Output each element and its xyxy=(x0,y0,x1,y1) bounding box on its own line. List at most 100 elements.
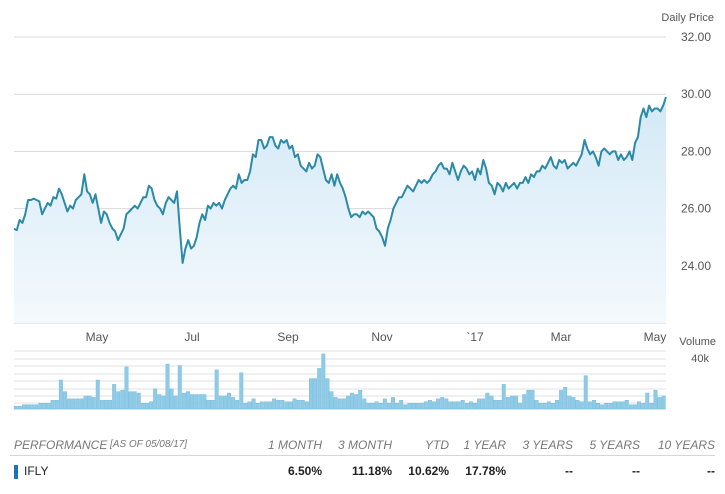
volume-bar xyxy=(362,398,367,410)
volume-bar xyxy=(448,401,453,410)
volume-bar xyxy=(567,395,572,410)
volume-bar xyxy=(526,389,531,410)
volume-bar xyxy=(341,398,346,410)
performance-row-ifly[interactable]: IFLY 6.50% 11.18% 10.62% 17.78% -- -- -- xyxy=(0,464,725,482)
volume-bar xyxy=(411,403,416,410)
volume-bar xyxy=(559,389,564,410)
volume-bar xyxy=(436,398,441,410)
volume-y-tick-label: 40k xyxy=(691,353,709,365)
x-tick-label: Jul xyxy=(184,330,199,344)
volume-bar xyxy=(34,404,39,410)
value-ytd: 10.62% xyxy=(408,464,449,478)
volume-bar xyxy=(538,403,543,410)
volume-bar xyxy=(247,401,252,410)
volume-bar xyxy=(202,394,207,410)
volume-bar xyxy=(542,403,547,410)
volume-bar xyxy=(177,365,182,410)
volume-bar xyxy=(145,403,149,410)
volume-bar xyxy=(505,397,510,410)
volume-bar xyxy=(309,378,313,410)
volume-bar xyxy=(477,398,482,410)
volume-bar xyxy=(329,391,334,410)
volume-axis-title: Volume xyxy=(679,336,716,348)
price-y-tick-label: 30.00 xyxy=(681,87,711,101)
volume-bar xyxy=(259,401,264,410)
performance-as-of: [AS OF 05/08/17] xyxy=(110,439,188,450)
volume-bar xyxy=(518,403,523,410)
volume-bar xyxy=(522,394,527,410)
value-1-month: 6.50% xyxy=(287,464,322,478)
volume-bar xyxy=(481,398,486,410)
volume-bar xyxy=(210,400,215,410)
volume-bar xyxy=(632,404,637,410)
volume-bar xyxy=(120,389,125,410)
volume-bar xyxy=(231,397,236,410)
price-area-layer xyxy=(13,96,667,323)
volume-bar xyxy=(325,378,330,410)
volume-bar xyxy=(280,400,285,410)
col-header-1-year: 1 YEAR xyxy=(463,438,506,452)
volume-bar xyxy=(104,400,108,410)
volume-bar xyxy=(354,394,359,410)
volume-bar xyxy=(300,400,305,410)
volume-bar xyxy=(296,400,301,410)
volume-bar xyxy=(452,401,457,410)
volume-bar xyxy=(214,369,219,410)
volume-bar xyxy=(79,398,84,410)
volume-bar xyxy=(17,405,22,410)
volume-bar xyxy=(87,395,92,410)
col-header-1-month: 1 MONTH xyxy=(268,438,322,452)
volume-bar xyxy=(313,378,318,410)
volume-bar xyxy=(374,401,379,410)
price-volume-chart: 24.00 26.00 28.00 30.00 32.00 Daily Price Ma… xyxy=(13,12,716,410)
volume-bars xyxy=(13,353,666,410)
value-3-month: 11.18% xyxy=(351,464,392,478)
volume-bar xyxy=(222,395,227,410)
volume-bar xyxy=(637,401,641,410)
volume-bar xyxy=(198,394,203,410)
x-tick-label: `17 xyxy=(466,330,484,344)
volume-bar xyxy=(263,401,268,410)
volume-bar xyxy=(181,392,186,410)
col-header-3-years: 3 YEARS xyxy=(522,438,573,452)
volume-bar xyxy=(403,404,408,410)
volume-bar xyxy=(83,395,88,410)
volume-bar xyxy=(91,397,96,410)
volume-bar xyxy=(485,392,490,410)
volume-bar xyxy=(26,404,30,410)
volume-bar xyxy=(161,395,166,410)
performance-label: PERFORMANCE xyxy=(14,438,108,452)
volume-bar xyxy=(22,404,26,410)
volume-bar xyxy=(350,392,354,410)
volume-bar xyxy=(206,400,211,410)
volume-bar xyxy=(50,400,55,410)
value-5-years: -- xyxy=(632,464,640,478)
volume-bar xyxy=(596,403,600,410)
volume-bar xyxy=(378,403,383,410)
volume-bar xyxy=(612,401,617,410)
volume-bar xyxy=(71,398,76,410)
price-y-tick-label: 26.00 xyxy=(681,202,711,216)
volume-bar xyxy=(489,395,494,410)
volume-bar xyxy=(468,401,473,410)
x-tick-label: Sep xyxy=(277,330,299,344)
performance-divider xyxy=(10,455,715,456)
volume-bar xyxy=(444,398,449,410)
price-area-fill xyxy=(14,97,666,323)
volume-bar xyxy=(661,395,666,410)
volume-bar xyxy=(358,389,363,410)
volume-bar xyxy=(116,391,121,410)
volume-bar xyxy=(497,400,502,410)
volume-bar xyxy=(186,391,190,410)
col-header-10-years: 10 YEARS xyxy=(657,438,715,452)
volume-bar xyxy=(239,372,244,410)
volume-bar xyxy=(333,397,338,410)
volume-bar xyxy=(657,397,662,410)
volume-bar xyxy=(399,400,404,410)
volume-bar xyxy=(587,401,592,410)
price-y-tick-label: 24.00 xyxy=(681,259,711,273)
volume-bar xyxy=(288,401,293,410)
volume-bar xyxy=(30,404,35,410)
volume-bar xyxy=(272,398,277,410)
